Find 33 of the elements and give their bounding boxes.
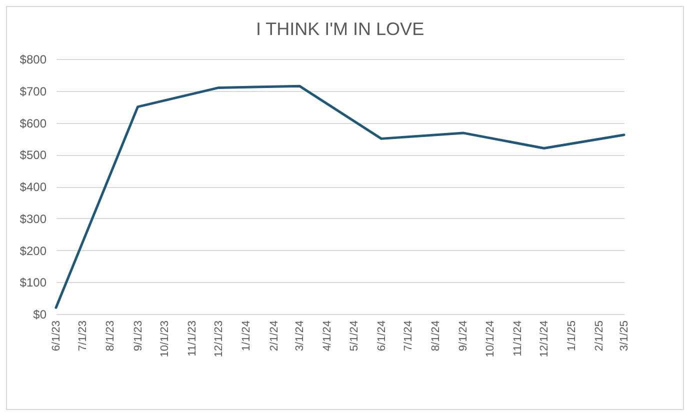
x-tick-label: 10/1/23: [158, 320, 171, 358]
x-tick-label: 9/1/23: [132, 320, 144, 352]
x-tick-label: 3/1/25: [618, 320, 630, 352]
x-tick-label: 1/1/24: [240, 320, 253, 352]
y-tick-label: $0: [33, 308, 47, 322]
y-tick-label: $300: [20, 212, 47, 226]
x-tick-label: 10/1/24: [484, 320, 496, 358]
x-tick-label: 8/1/23: [104, 320, 117, 352]
y-tick-label: $700: [20, 84, 47, 98]
x-tick-label: 6/1/23: [50, 320, 62, 352]
y-tick-label: $400: [20, 180, 47, 194]
line-series: [54, 84, 626, 309]
x-tick-label: 12/1/24: [538, 320, 550, 358]
x-tick-label: 5/1/24: [348, 320, 360, 352]
chart-title: I THINK I'M IN LOVE: [256, 19, 424, 39]
x-tick-label: 2/1/24: [268, 320, 280, 352]
x-tick-label: 3/1/24: [294, 320, 306, 352]
y-tick-label: $100: [20, 276, 47, 290]
x-tick-label: 1/1/25: [566, 320, 578, 352]
x-tick-label: 6/1/24: [376, 320, 388, 352]
y-tick-label: $600: [20, 116, 47, 130]
y-tick-label: $200: [20, 244, 47, 258]
x-tick-label: 8/1/24: [430, 320, 442, 352]
x-tick-label: 4/1/24: [322, 320, 334, 352]
y-tick-label: $800: [20, 52, 47, 66]
x-tick-label: 11/1/24: [512, 320, 524, 356]
x-tick-label: 11/1/23: [186, 320, 198, 356]
y-tick-label: $500: [20, 148, 47, 162]
x-tick-label: 7/1/24: [402, 320, 414, 352]
x-tick-label: 2/1/25: [594, 320, 606, 352]
x-tick-label: 9/1/24: [458, 320, 470, 352]
x-tick-label: 12/1/23: [213, 320, 226, 358]
x-tick-label: 7/1/23: [77, 320, 90, 352]
